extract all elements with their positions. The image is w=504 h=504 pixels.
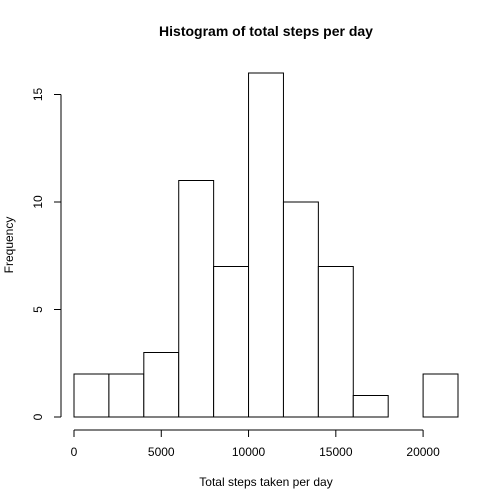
histogram-bar-4 bbox=[213, 266, 250, 418]
x-tick-label: 15000 bbox=[319, 445, 353, 459]
histogram-bar-1 bbox=[108, 373, 145, 418]
histogram-bar-8 bbox=[352, 395, 389, 418]
histogram-bar-10 bbox=[422, 373, 459, 418]
x-tick-label: 0 bbox=[71, 445, 78, 459]
histogram-bar-7 bbox=[317, 266, 354, 418]
chart-title: Histogram of total steps per day bbox=[159, 23, 373, 39]
x-tick-label: 5000 bbox=[148, 445, 175, 459]
y-axis-label: Frequency bbox=[2, 217, 16, 274]
x-tick-label: 20000 bbox=[406, 445, 440, 459]
histogram-bar-0 bbox=[73, 373, 110, 418]
y-tick-label: 5 bbox=[31, 306, 45, 313]
y-tick-label: 0 bbox=[31, 413, 45, 420]
histogram-bar-3 bbox=[178, 180, 215, 418]
histogram-bar-6 bbox=[282, 201, 319, 418]
y-tick-label: 15 bbox=[31, 88, 45, 102]
x-axis-label: Total steps taken per day bbox=[199, 475, 332, 489]
y-axis: 0 5 10 15 bbox=[31, 88, 62, 420]
histogram-bar-2 bbox=[143, 352, 180, 418]
x-axis: 0 5000 10000 15000 20000 bbox=[71, 429, 440, 459]
bars-group bbox=[73, 72, 459, 418]
y-tick-label: 10 bbox=[31, 195, 45, 209]
histogram-bar-5 bbox=[248, 72, 284, 418]
x-tick-label: 10000 bbox=[232, 445, 266, 459]
